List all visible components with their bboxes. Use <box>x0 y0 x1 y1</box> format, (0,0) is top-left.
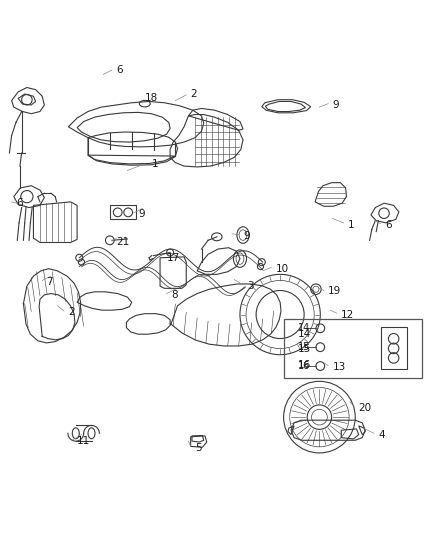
Text: 10: 10 <box>276 264 289 273</box>
Text: 2: 2 <box>191 89 197 99</box>
Text: 3: 3 <box>247 281 254 291</box>
Text: 21: 21 <box>117 238 130 247</box>
Text: 1: 1 <box>151 159 158 169</box>
Text: 16: 16 <box>297 360 311 370</box>
Text: 9: 9 <box>243 231 250 241</box>
Text: 2: 2 <box>68 308 75 317</box>
Text: 8: 8 <box>171 290 177 300</box>
Text: 5: 5 <box>195 443 201 453</box>
Text: 19: 19 <box>328 286 341 295</box>
Text: 16: 16 <box>297 361 310 371</box>
Text: 4: 4 <box>378 430 385 440</box>
Text: 14: 14 <box>297 324 310 333</box>
Text: 18: 18 <box>145 93 158 103</box>
Text: 17: 17 <box>166 253 180 263</box>
Text: 6: 6 <box>385 220 392 230</box>
Text: 14: 14 <box>297 329 311 339</box>
Text: 13: 13 <box>332 362 346 372</box>
Text: 15: 15 <box>297 344 311 354</box>
Text: 15: 15 <box>297 342 310 352</box>
Text: 6: 6 <box>117 65 123 75</box>
Text: 9: 9 <box>332 100 339 110</box>
Text: 12: 12 <box>341 310 354 319</box>
Bar <box>285 319 422 378</box>
Text: 9: 9 <box>138 209 145 219</box>
Text: 11: 11 <box>77 436 90 446</box>
Text: 1: 1 <box>348 220 354 230</box>
Text: 7: 7 <box>46 277 53 287</box>
Text: 6: 6 <box>16 198 23 208</box>
Text: 20: 20 <box>359 403 372 414</box>
